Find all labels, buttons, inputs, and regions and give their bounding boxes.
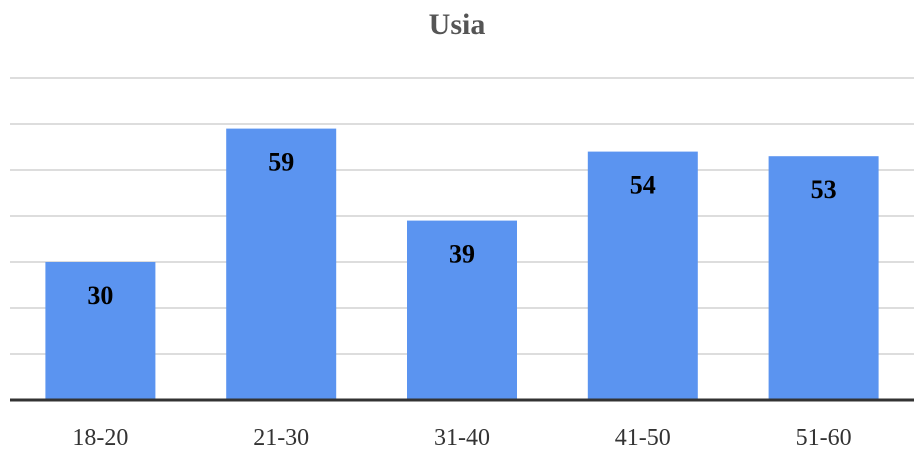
chart-title: Usia (428, 8, 486, 41)
data-label-21-30: 59 (268, 148, 294, 177)
data-label-51-60: 53 (811, 175, 837, 204)
bar-18-20 (45, 262, 156, 400)
bar-31-40 (407, 220, 517, 400)
data-label-31-40: 39 (449, 240, 475, 269)
x-axis: 18-20 21-30 31-40 41-50 51-60 (10, 398, 914, 449)
x-tick-label-31-40: 31-40 (434, 425, 490, 449)
bar-51-60 (768, 156, 879, 400)
x-tick-label-41-50: 41-50 (615, 425, 671, 449)
x-tick-label-18-20: 18-20 (72, 425, 128, 449)
bars (45, 128, 879, 400)
data-labels: 30 59 39 54 53 (87, 148, 836, 310)
data-label-18-20: 30 (87, 281, 113, 310)
bar-21-30 (226, 128, 337, 400)
data-label-41-50: 54 (630, 171, 656, 200)
x-tick-label-51-60: 51-60 (796, 425, 852, 449)
x-tick-label-21-30: 21-30 (253, 425, 309, 449)
bar-41-50 (587, 151, 698, 400)
